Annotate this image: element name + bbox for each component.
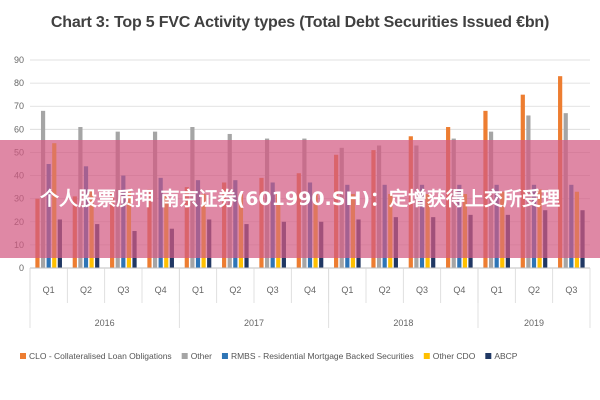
legend-swatch bbox=[221, 353, 228, 359]
x-tick-label: Q3 bbox=[117, 285, 129, 295]
x-tick-label: Q4 bbox=[155, 285, 167, 295]
x-tick-label: Q1 bbox=[43, 285, 55, 295]
legend-label: CLO - Collateralised Loan Obligations bbox=[29, 351, 172, 361]
y-tick-label: 90 bbox=[14, 55, 24, 65]
legend-swatch bbox=[423, 353, 430, 359]
legend-swatch bbox=[20, 353, 26, 359]
legend-label: ABCP bbox=[494, 351, 517, 361]
legend-label: RMBS - Residential Mortgage Backed Secur… bbox=[231, 351, 414, 361]
y-tick-label: 0 bbox=[19, 263, 24, 273]
x-tick-label: Q3 bbox=[267, 285, 279, 295]
x-tick-label: Q2 bbox=[80, 285, 92, 295]
x-group-label: 2019 bbox=[524, 318, 544, 328]
x-group-label: 2016 bbox=[95, 318, 115, 328]
x-tick-label: Q4 bbox=[453, 285, 465, 295]
x-tick-label: Q4 bbox=[304, 285, 316, 295]
x-tick-label: Q3 bbox=[565, 285, 577, 295]
x-group-label: 2017 bbox=[244, 318, 264, 328]
legend-label: Other CDO bbox=[433, 351, 476, 361]
chart-title: Chart 3: Top 5 FVC Activity types (Total… bbox=[50, 14, 550, 31]
overlay-banner[interactable]: 个人股票质押 南京证券(601990.SH)：定增获得上交所受理 bbox=[0, 140, 600, 258]
legend-swatch bbox=[181, 353, 188, 359]
x-tick-label: Q2 bbox=[528, 285, 540, 295]
x-group-label: 2018 bbox=[393, 318, 413, 328]
x-tick-label: Q3 bbox=[416, 285, 428, 295]
x-tick-label: Q1 bbox=[341, 285, 353, 295]
x-tick-label: Q2 bbox=[379, 285, 391, 295]
legend-label: Other bbox=[191, 351, 212, 361]
x-tick-label: Q1 bbox=[192, 285, 204, 295]
y-tick-label: 60 bbox=[14, 124, 24, 134]
x-tick-label: Q1 bbox=[491, 285, 503, 295]
x-tick-label: Q2 bbox=[229, 285, 241, 295]
y-tick-label: 80 bbox=[14, 78, 24, 88]
y-tick-label: 70 bbox=[14, 101, 24, 111]
legend-swatch bbox=[485, 353, 492, 359]
overlay-headline[interactable]: 个人股票质押 南京证券(601990.SH)：定增获得上交所受理 bbox=[39, 188, 561, 210]
legend: CLO - Collateralised Loan Obligations Oth… bbox=[20, 351, 518, 361]
